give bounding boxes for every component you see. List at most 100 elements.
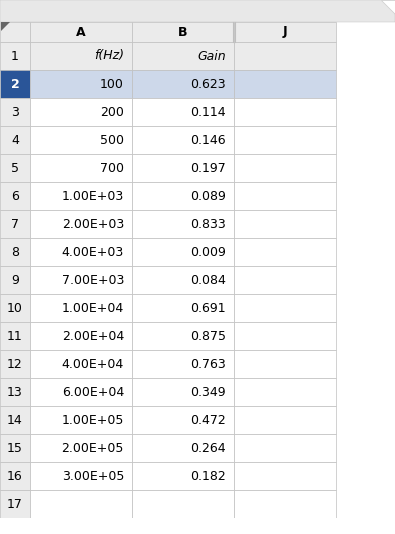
Text: 7.00E+03: 7.00E+03 bbox=[62, 273, 124, 287]
Bar bbox=[234, 490, 336, 518]
Text: 2.00E+04: 2.00E+04 bbox=[62, 329, 124, 342]
Polygon shape bbox=[381, 0, 395, 14]
Bar bbox=[30, 70, 132, 98]
Bar bbox=[0, 98, 30, 126]
Text: 5: 5 bbox=[11, 161, 19, 175]
Text: 0.833: 0.833 bbox=[190, 217, 226, 231]
Text: 500: 500 bbox=[100, 134, 124, 146]
Bar bbox=[234, 126, 336, 154]
Text: 7: 7 bbox=[11, 217, 19, 231]
Bar bbox=[234, 266, 336, 294]
Text: 0.089: 0.089 bbox=[190, 190, 226, 202]
Bar bbox=[132, 210, 234, 238]
Text: 2.00E+03: 2.00E+03 bbox=[62, 217, 124, 231]
Bar bbox=[30, 182, 132, 210]
Bar bbox=[132, 42, 234, 70]
Text: 6: 6 bbox=[11, 190, 19, 202]
Bar bbox=[132, 294, 234, 322]
Bar bbox=[132, 182, 234, 210]
Bar bbox=[234, 406, 336, 434]
Bar bbox=[30, 210, 132, 238]
Bar bbox=[234, 42, 336, 70]
Bar bbox=[234, 98, 336, 126]
Text: 0.264: 0.264 bbox=[190, 442, 226, 454]
Bar bbox=[30, 238, 132, 266]
Text: 2.00E+05: 2.00E+05 bbox=[62, 442, 124, 454]
Bar bbox=[30, 266, 132, 294]
Bar bbox=[132, 70, 234, 98]
Bar bbox=[30, 434, 132, 462]
Bar bbox=[0, 154, 30, 182]
Text: 200: 200 bbox=[100, 106, 124, 119]
Text: 15: 15 bbox=[7, 442, 23, 454]
Polygon shape bbox=[1, 22, 10, 31]
Bar bbox=[132, 98, 234, 126]
Text: 700: 700 bbox=[100, 161, 124, 175]
Bar bbox=[30, 294, 132, 322]
Text: 0.472: 0.472 bbox=[190, 413, 226, 427]
Text: 0.009: 0.009 bbox=[190, 246, 226, 258]
Text: 0.182: 0.182 bbox=[190, 469, 226, 483]
Bar bbox=[0, 378, 30, 406]
Bar bbox=[30, 98, 132, 126]
Text: Gain: Gain bbox=[198, 50, 226, 62]
Bar bbox=[0, 22, 30, 42]
Text: 9: 9 bbox=[11, 273, 19, 287]
Text: 10: 10 bbox=[7, 302, 23, 315]
Bar bbox=[234, 210, 336, 238]
Text: 0.084: 0.084 bbox=[190, 273, 226, 287]
Text: 0.875: 0.875 bbox=[190, 329, 226, 342]
Bar bbox=[132, 350, 234, 378]
Text: 6.00E+04: 6.00E+04 bbox=[62, 386, 124, 398]
Text: 12: 12 bbox=[7, 357, 23, 371]
Text: 0.349: 0.349 bbox=[190, 386, 226, 398]
Bar bbox=[0, 210, 30, 238]
Bar bbox=[30, 490, 132, 518]
Text: 0.146: 0.146 bbox=[190, 134, 226, 146]
Text: 0.114: 0.114 bbox=[190, 106, 226, 119]
Bar bbox=[234, 294, 336, 322]
Bar bbox=[234, 462, 336, 490]
Bar bbox=[234, 434, 336, 462]
Bar bbox=[30, 154, 132, 182]
Bar bbox=[132, 434, 234, 462]
Bar bbox=[132, 22, 234, 42]
Text: 1.00E+03: 1.00E+03 bbox=[62, 190, 124, 202]
Bar bbox=[234, 238, 336, 266]
Bar bbox=[0, 322, 30, 350]
Bar bbox=[30, 350, 132, 378]
Bar bbox=[132, 406, 234, 434]
Text: 1.00E+05: 1.00E+05 bbox=[62, 413, 124, 427]
Text: 0.623: 0.623 bbox=[190, 77, 226, 90]
Bar bbox=[0, 182, 30, 210]
Bar bbox=[132, 322, 234, 350]
Bar bbox=[30, 22, 132, 42]
Bar bbox=[132, 490, 234, 518]
Text: 4.00E+04: 4.00E+04 bbox=[62, 357, 124, 371]
Bar bbox=[132, 126, 234, 154]
Text: 0.691: 0.691 bbox=[190, 302, 226, 315]
Bar bbox=[0, 126, 30, 154]
Bar bbox=[0, 42, 30, 70]
Text: f(Hz): f(Hz) bbox=[94, 50, 124, 62]
Text: 1: 1 bbox=[11, 50, 19, 62]
Bar bbox=[30, 378, 132, 406]
Text: 14: 14 bbox=[7, 413, 23, 427]
Bar bbox=[0, 294, 30, 322]
Bar bbox=[234, 22, 336, 42]
Text: 16: 16 bbox=[7, 469, 23, 483]
Text: 17: 17 bbox=[7, 498, 23, 511]
Bar bbox=[0, 238, 30, 266]
Text: 3.00E+05: 3.00E+05 bbox=[62, 469, 124, 483]
Bar bbox=[30, 462, 132, 490]
Text: 13: 13 bbox=[7, 386, 23, 398]
Text: 2: 2 bbox=[11, 77, 19, 90]
Bar bbox=[132, 266, 234, 294]
Bar bbox=[0, 70, 30, 98]
Text: 4.00E+03: 4.00E+03 bbox=[62, 246, 124, 258]
Text: 100: 100 bbox=[100, 77, 124, 90]
Text: 11: 11 bbox=[7, 329, 23, 342]
Bar bbox=[30, 406, 132, 434]
Bar bbox=[0, 518, 395, 534]
Bar bbox=[132, 238, 234, 266]
